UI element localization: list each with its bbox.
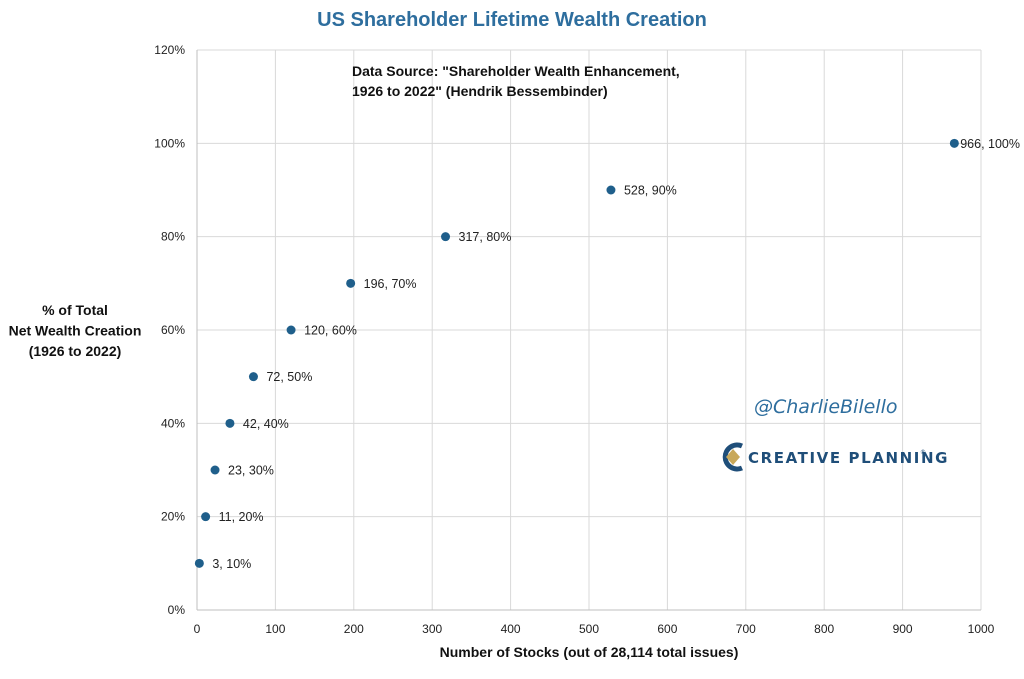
y-axis-title-line: (1926 to 2022) xyxy=(29,343,122,359)
y-tick-labels: 0% 20% 40% 60% 80% 100% 120% xyxy=(154,43,185,617)
y-tick-label: 0% xyxy=(168,603,186,617)
y-tick-label: 120% xyxy=(154,43,185,57)
data-point xyxy=(225,418,235,428)
registered-mark-icon: ® xyxy=(920,449,926,456)
x-tick-label: 400 xyxy=(501,622,521,636)
x-tick-label: 500 xyxy=(579,622,599,636)
y-tick-label: 60% xyxy=(161,323,185,337)
data-labels: 3, 10% 11, 20% 23, 30% 42, 40% 72, 50% 120, 6… xyxy=(212,137,1020,571)
source-annotation-line-1: Data Source: "Shareholder Wealth Enhance… xyxy=(352,63,680,79)
data-label: 120, 60% xyxy=(304,324,357,338)
x-tick-label: 600 xyxy=(657,622,677,636)
data-label: 196, 70% xyxy=(364,277,417,291)
data-point xyxy=(210,465,220,475)
x-tick-label: 900 xyxy=(893,622,913,636)
data-point xyxy=(201,512,211,522)
data-label: 528, 90% xyxy=(624,184,677,198)
source-annotation-line-2: 1926 to 2022" (Hendrik Bessembinder) xyxy=(352,83,608,99)
y-tick-label: 100% xyxy=(154,136,185,150)
data-point xyxy=(346,278,356,288)
data-label: 23, 30% xyxy=(228,464,274,478)
data-point xyxy=(949,138,959,148)
x-tick-label: 800 xyxy=(814,622,834,636)
data-point xyxy=(248,372,258,382)
data-label: 42, 40% xyxy=(243,417,289,431)
data-label: 317, 80% xyxy=(459,230,512,244)
data-label: 11, 20% xyxy=(219,510,264,524)
y-tick-label: 40% xyxy=(161,416,185,430)
x-tick-label: 100 xyxy=(265,622,285,636)
y-tick-label: 20% xyxy=(161,510,185,524)
y-axis-title: % of Total Net Wealth Creation (1926 to 20… xyxy=(9,302,142,359)
axes xyxy=(196,50,981,611)
y-axis-title-line: Net Wealth Creation xyxy=(9,323,142,339)
data-point xyxy=(441,232,451,242)
grid xyxy=(197,49,982,610)
x-tick-label: 700 xyxy=(736,622,756,636)
x-tick-labels: 0 100 200 300 400 500 600 700 800 900 1000 xyxy=(194,622,995,636)
x-tick-label: 0 xyxy=(194,622,201,636)
data-label: 3, 10% xyxy=(212,557,251,571)
chart-title: US Shareholder Lifetime Wealth Creation xyxy=(317,9,707,31)
x-tick-label: 1000 xyxy=(968,622,995,636)
data-point xyxy=(606,185,616,195)
creative-planning-wordmark: CREATIVE PLANNING xyxy=(748,449,949,467)
x-axis-title: Number of Stocks (out of 28,114 total is… xyxy=(440,644,739,660)
creative-planning-logo-icon xyxy=(722,442,743,472)
x-tick-label: 200 xyxy=(344,622,364,636)
y-tick-label: 80% xyxy=(161,230,185,244)
data-label: 966, 100% xyxy=(960,137,1020,151)
x-tick-label: 300 xyxy=(422,622,442,636)
author-handle: @CharlieBilello xyxy=(754,396,897,418)
y-axis-title-line: % of Total xyxy=(42,302,108,318)
data-points xyxy=(194,138,959,568)
data-point xyxy=(194,558,204,568)
data-label: 72, 50% xyxy=(266,370,312,384)
data-point xyxy=(286,325,296,335)
